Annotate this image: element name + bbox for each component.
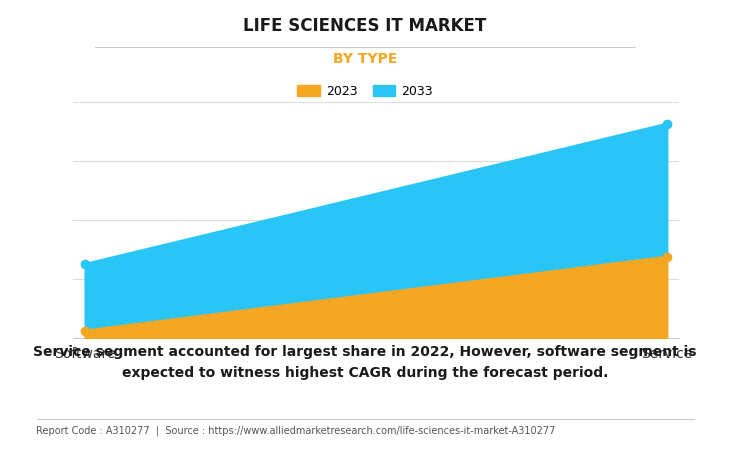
Text: BY TYPE: BY TYPE xyxy=(333,52,397,66)
Text: Report Code : A310277  |  Source : https://www.alliedmarketresearch.com/life-sci: Report Code : A310277 | Source : https:/… xyxy=(36,426,556,436)
Text: Service segment accounted for largest share in 2022, However, software segment i: Service segment accounted for largest sh… xyxy=(34,345,696,380)
Text: LIFE SCIENCES IT MARKET: LIFE SCIENCES IT MARKET xyxy=(243,17,487,35)
Legend: 2023, 2033: 2023, 2033 xyxy=(292,79,438,103)
